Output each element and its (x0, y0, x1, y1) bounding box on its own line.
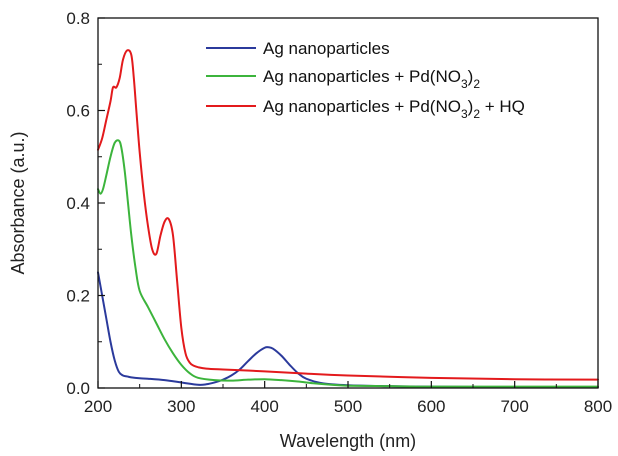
legend-label-3: Ag nanoparticles + Pd(NO3​)2​ + HQ (263, 97, 525, 121)
series-line-1 (97, 271, 599, 389)
x-tick-label: 300 (167, 397, 195, 416)
x-axis: 200 300 400 500 600 700 800 (84, 381, 612, 416)
legend-label-1: Ag nanoparticles (263, 39, 390, 58)
x-tick-label: 500 (334, 397, 362, 416)
series-line-3 (97, 49, 599, 381)
x-tick-label: 700 (500, 397, 528, 416)
y-axis-title: Absorbance (a.u.) (8, 131, 28, 274)
y-tick-label: 0.2 (66, 287, 90, 306)
legend: Ag nanoparticles Ag nanoparticles + Pd(NO… (206, 39, 525, 121)
x-tick-label: 200 (84, 397, 112, 416)
x-axis-title: Wavelength (nm) (280, 431, 416, 451)
legend-label-2: Ag nanoparticles + Pd(NO3​)2​ (263, 67, 480, 91)
series-layer (97, 49, 599, 389)
y-tick-label: 0.4 (66, 194, 90, 213)
series-line-2 (97, 139, 599, 388)
x-tick-label: 800 (584, 397, 612, 416)
x-tick-label: 400 (250, 397, 278, 416)
y-tick-label: 0.0 (66, 379, 90, 398)
x-tick-label: 600 (417, 397, 445, 416)
y-axis: 0.0 0.2 0.4 0.6 0.8 (66, 9, 105, 398)
y-tick-label: 0.8 (66, 9, 90, 28)
y-tick-label: 0.6 (66, 102, 90, 121)
